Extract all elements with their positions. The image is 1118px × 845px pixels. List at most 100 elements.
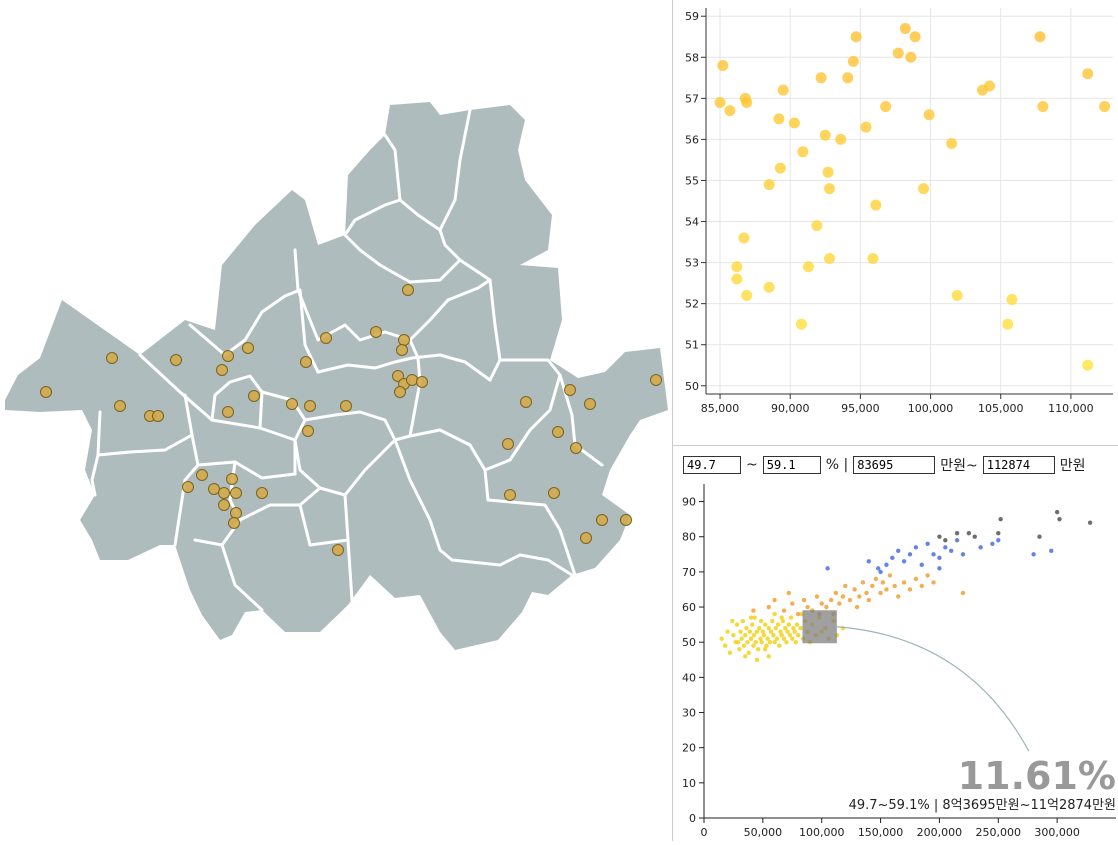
scatter-point[interactable] (918, 183, 930, 195)
scatter-point[interactable] (777, 84, 789, 96)
map-dot[interactable] (402, 284, 414, 296)
map-dot[interactable] (370, 326, 382, 338)
scatter-point[interactable] (802, 261, 814, 273)
scatter-point[interactable] (1034, 31, 1046, 43)
scatter-point[interactable] (714, 96, 726, 108)
ratio-max-input[interactable] (762, 456, 821, 474)
scatter-point[interactable] (811, 220, 823, 232)
map-dot[interactable] (182, 481, 194, 493)
scatter-point[interactable] (731, 273, 743, 285)
scatter-point[interactable] (1082, 68, 1094, 80)
scatter-point[interactable] (815, 72, 827, 84)
scatter-point[interactable] (774, 162, 786, 174)
map-dot[interactable] (406, 374, 418, 386)
map-dot[interactable] (226, 473, 238, 485)
map-dot[interactable] (394, 386, 406, 398)
map-dot[interactable] (620, 514, 632, 526)
map-dot[interactable] (302, 425, 314, 437)
price-max-input[interactable] (982, 456, 1055, 474)
map-dot[interactable] (170, 354, 182, 366)
scatter-point[interactable] (899, 23, 911, 35)
map-dot[interactable] (304, 400, 316, 412)
map-dot[interactable] (580, 532, 592, 544)
map-dot[interactable] (570, 442, 582, 454)
map-dot[interactable] (242, 342, 254, 354)
scatter-point[interactable] (731, 261, 743, 273)
map-dot[interactable] (502, 438, 514, 450)
map-dot[interactable] (152, 410, 164, 422)
map-dot[interactable] (228, 517, 240, 529)
map-dot[interactable] (396, 344, 408, 356)
scatter-point[interactable] (717, 59, 729, 71)
scatter-point[interactable] (773, 113, 785, 125)
scatter-point[interactable] (860, 121, 872, 133)
scatter-point[interactable] (1037, 101, 1049, 113)
scatter-point[interactable] (741, 289, 753, 301)
map-dot[interactable] (230, 487, 242, 499)
map-dot[interactable] (392, 370, 404, 382)
map-dot[interactable] (256, 487, 268, 499)
ratio-min-input[interactable] (683, 456, 741, 474)
scatter-point[interactable] (741, 96, 753, 108)
map-dot[interactable] (216, 364, 228, 376)
map-dot[interactable] (332, 544, 344, 556)
scatter-point[interactable] (1006, 294, 1018, 306)
map-dot[interactable] (248, 390, 260, 402)
scatter-point[interactable] (909, 31, 921, 43)
map-dot[interactable] (222, 350, 234, 362)
overview-scatter-chart[interactable]: 0 10 20 30 40 50 60 70 80 90 0 50,000 100,000 150,000… (673, 476, 1118, 841)
selection-box[interactable] (802, 610, 837, 644)
map-dot[interactable] (320, 332, 332, 344)
map-dot[interactable] (504, 489, 516, 501)
scatter-point[interactable] (1002, 318, 1014, 330)
scatter-point[interactable] (880, 101, 892, 113)
scatter-point[interactable] (905, 51, 917, 63)
map-dot[interactable] (564, 384, 576, 396)
map-dot[interactable] (230, 507, 242, 519)
scatter-point[interactable] (892, 47, 904, 59)
scatter-point[interactable] (763, 179, 775, 191)
scatter-point[interactable] (824, 183, 836, 195)
map-dot[interactable] (596, 514, 608, 526)
scatter-point[interactable] (1082, 359, 1094, 371)
scatter-point[interactable] (797, 146, 809, 158)
map-dot[interactable] (40, 386, 52, 398)
map-dot[interactable] (340, 400, 352, 412)
map-dot[interactable] (114, 400, 126, 412)
map-dot[interactable] (286, 398, 298, 410)
scatter-point[interactable] (819, 129, 831, 141)
map-dot[interactable] (218, 499, 230, 511)
map-dot[interactable] (552, 426, 564, 438)
scatter-point[interactable] (788, 117, 800, 129)
map-dot[interactable] (520, 396, 532, 408)
scatter-point[interactable] (842, 72, 854, 84)
map-dot[interactable] (196, 469, 208, 481)
scatter-point[interactable] (822, 166, 834, 178)
map-dot[interactable] (584, 398, 596, 410)
map-dot[interactable] (106, 352, 118, 364)
scatter-point[interactable] (824, 252, 836, 264)
scatter-point[interactable] (724, 105, 736, 117)
scatter-point[interactable] (738, 232, 750, 244)
map-dot[interactable] (398, 334, 410, 346)
scatter-point[interactable] (847, 55, 859, 67)
scatter-point[interactable] (983, 80, 995, 92)
scatter-point[interactable] (870, 199, 882, 211)
scatter-point[interactable] (951, 289, 963, 301)
map-dot[interactable] (548, 487, 560, 499)
map-dot[interactable] (218, 487, 230, 499)
scatter-point[interactable] (850, 31, 862, 43)
scatter-point[interactable] (946, 138, 958, 150)
price-min-input[interactable] (853, 456, 936, 474)
scatter-point[interactable] (835, 133, 847, 145)
map-dot[interactable] (300, 356, 312, 368)
map-dot[interactable] (222, 406, 234, 418)
scatter-point[interactable] (923, 109, 935, 121)
scatter-point[interactable] (1099, 101, 1111, 113)
scatter-point[interactable] (867, 252, 879, 264)
scatter-point[interactable] (763, 281, 775, 293)
seoul-district-map[interactable] (0, 0, 672, 841)
scatter-point[interactable] (795, 318, 807, 330)
map-dot[interactable] (650, 374, 662, 386)
map-dot[interactable] (208, 483, 220, 495)
